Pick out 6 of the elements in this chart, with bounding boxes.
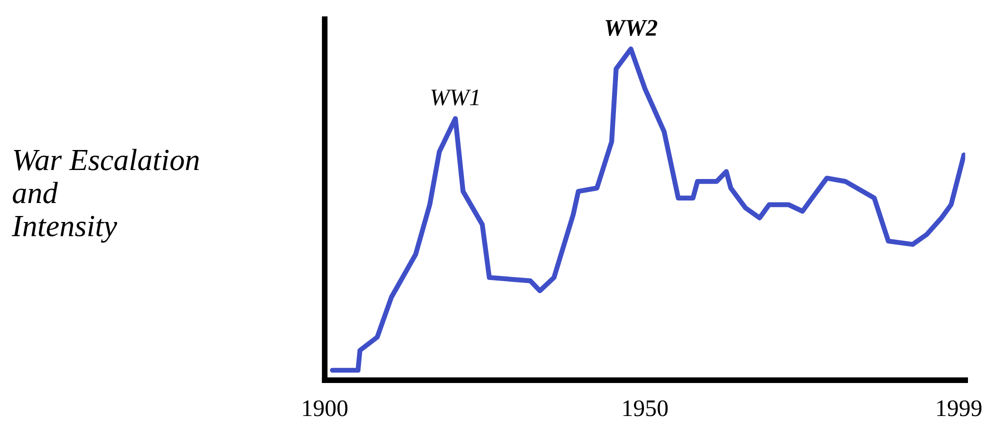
x-tick-label: 1950 — [623, 400, 668, 416]
annotation: WW1 — [431, 90, 478, 106]
y-axis-title: War Escalation and Intensity — [12, 148, 199, 243]
x-tick-label: 1900 — [303, 400, 348, 416]
x-tick-label: 1999 — [937, 400, 982, 416]
annotation: WW2 — [606, 20, 658, 36]
